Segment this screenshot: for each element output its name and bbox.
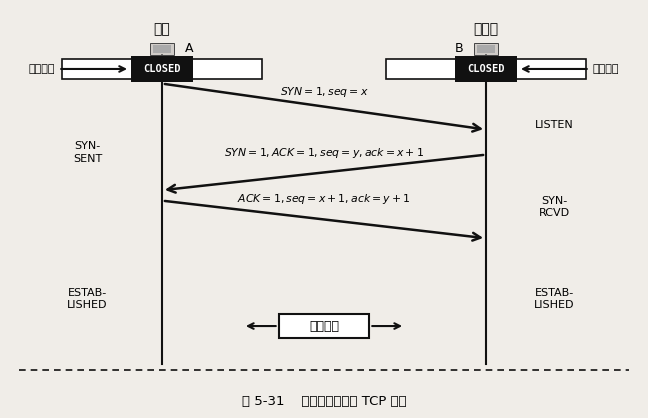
Text: SYN-
RCVD: SYN- RCVD xyxy=(538,196,570,218)
Bar xyxy=(148,58,176,61)
Text: 主动打开: 主动打开 xyxy=(29,64,55,74)
Text: CLOSED: CLOSED xyxy=(467,64,505,74)
Text: $SYN = 1, ACK = 1, seq = y, ack = x + 1$: $SYN = 1, ACK = 1, seq = y, ack = x + 1$ xyxy=(224,146,424,160)
Text: 客户: 客户 xyxy=(154,22,170,36)
Text: B: B xyxy=(454,41,463,55)
Text: 数据传送: 数据传送 xyxy=(309,319,339,333)
Text: $ACK = 1, seq = x + 1, ack = y + 1$: $ACK = 1, seq = x + 1, ack = y + 1$ xyxy=(237,193,411,206)
Text: LISTEN: LISTEN xyxy=(535,120,573,130)
Bar xyxy=(153,45,171,53)
Bar xyxy=(131,56,192,82)
Bar xyxy=(455,56,516,82)
Text: 被动打开: 被动打开 xyxy=(593,64,619,74)
Bar xyxy=(477,45,495,53)
Bar xyxy=(474,43,498,55)
Bar xyxy=(386,59,586,79)
Bar xyxy=(472,58,500,61)
Text: $SYN = 1, seq = x$: $SYN = 1, seq = x$ xyxy=(280,86,368,99)
Text: ESTAB-
LISHED: ESTAB- LISHED xyxy=(534,288,574,310)
Text: 服务器: 服务器 xyxy=(474,22,498,36)
Text: 图 5-31    用三次握手建立 TCP 连接: 图 5-31 用三次握手建立 TCP 连接 xyxy=(242,395,406,408)
Text: SYN-
SENT: SYN- SENT xyxy=(73,141,102,164)
Bar xyxy=(62,59,262,79)
Bar xyxy=(279,314,369,338)
Text: ESTAB-
LISHED: ESTAB- LISHED xyxy=(67,288,108,310)
Bar xyxy=(150,43,174,55)
Text: CLOSED: CLOSED xyxy=(143,64,181,74)
Text: A: A xyxy=(185,41,194,55)
